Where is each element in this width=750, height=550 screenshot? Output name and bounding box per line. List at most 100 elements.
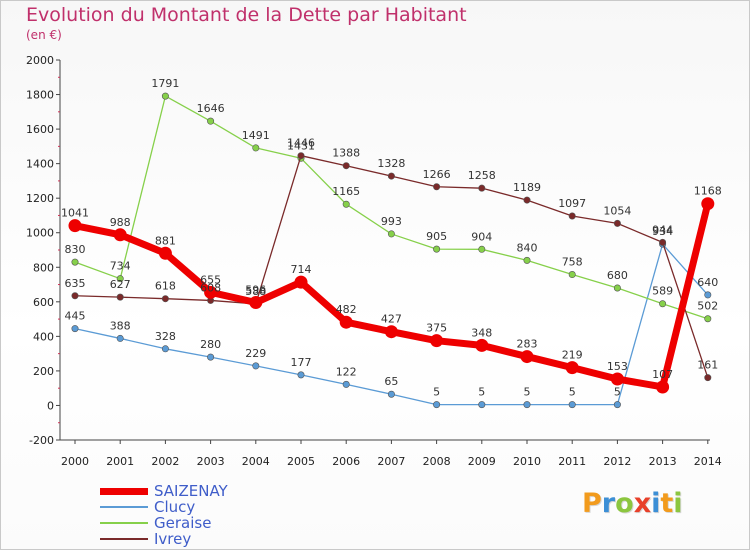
- logo-letter: i: [651, 488, 661, 519]
- logo-letter: x: [633, 488, 652, 519]
- data-point-saizenay: [565, 361, 579, 375]
- x-tick-label: 2005: [287, 455, 315, 468]
- data-label-saizenay: 1168: [694, 185, 722, 198]
- x-tick-label: 2014: [694, 455, 722, 468]
- data-label-ivrey: 1189: [513, 181, 541, 194]
- data-label-geraise: 830: [65, 243, 86, 256]
- data-point-clucy: [207, 353, 215, 361]
- data-point-ivrey: [71, 292, 79, 300]
- data-label-clucy: 388: [110, 319, 131, 332]
- x-tick-label: 2000: [61, 455, 89, 468]
- data-point-saizenay: [294, 275, 308, 289]
- y-tick-label: 0: [47, 399, 54, 412]
- legend: SAIZENAY Clucy Geraise Ivrey: [100, 483, 228, 547]
- y-tick-label: 400: [33, 330, 54, 343]
- legend-item-geraise: Geraise: [100, 515, 228, 531]
- data-point-saizenay: [339, 315, 353, 329]
- data-label-saizenay: 881: [155, 234, 176, 247]
- data-point-saizenay: [610, 372, 624, 386]
- data-label-geraise: 1791: [151, 77, 179, 90]
- legend-label: SAIZENAY: [154, 482, 228, 500]
- series-line-ivrey: [74, 155, 709, 379]
- data-point-ivrey: [523, 196, 531, 204]
- data-point-ivrey: [342, 162, 350, 170]
- x-tick-label: 2013: [649, 455, 677, 468]
- data-label-ivrey: 627: [110, 278, 131, 291]
- data-label-ivrey: 1446: [287, 137, 315, 150]
- data-label-ivrey: 1328: [377, 157, 405, 170]
- x-tick-label: 2002: [151, 455, 179, 468]
- legend-item-clucy: Clucy: [100, 499, 228, 515]
- data-label-clucy: 177: [291, 356, 312, 369]
- data-point-saizenay: [430, 334, 444, 348]
- logo-letter: t: [660, 488, 674, 519]
- y-tick-label: 200: [33, 365, 54, 378]
- legend-label: Ivrey: [154, 530, 192, 548]
- data-point-geraise: [568, 271, 576, 279]
- data-label-saizenay: 988: [110, 216, 131, 229]
- data-point-geraise: [478, 245, 486, 253]
- chart-title: Evolution du Montant de la Dette par Hab…: [26, 4, 467, 26]
- data-label-ivrey: 1097: [558, 197, 586, 210]
- data-label-saizenay: 153: [607, 360, 628, 373]
- x-tick-label: 2007: [377, 455, 405, 468]
- legend-swatch: [100, 538, 148, 540]
- data-label-saizenay: 219: [562, 349, 583, 362]
- proxiti-logo: Proxiti: [582, 488, 683, 519]
- data-label-clucy: 122: [336, 365, 357, 378]
- data-point-clucy: [342, 380, 350, 388]
- legend-swatch: [100, 487, 148, 495]
- data-point-saizenay: [113, 228, 127, 242]
- data-label-ivrey: 588: [245, 285, 266, 298]
- data-label-ivrey: 635: [65, 277, 86, 290]
- data-point-geraise: [523, 256, 531, 264]
- data-label-ivrey: 944: [652, 223, 673, 236]
- data-point-saizenay: [384, 325, 398, 339]
- legend-swatch: [100, 522, 148, 524]
- data-label-ivrey: 608: [200, 281, 221, 294]
- data-point-geraise: [659, 300, 667, 308]
- data-point-geraise: [116, 275, 124, 283]
- x-tick-label: 2010: [513, 455, 541, 468]
- data-point-geraise: [704, 315, 712, 323]
- data-point-saizenay: [68, 219, 82, 233]
- data-point-saizenay: [520, 350, 534, 364]
- data-label-saizenay: 427: [381, 313, 402, 326]
- data-label-saizenay: 714: [291, 263, 312, 276]
- y-tick-label: 2000: [26, 54, 54, 67]
- x-tick-label: 2001: [106, 455, 134, 468]
- data-point-ivrey: [116, 293, 124, 301]
- data-label-clucy: 445: [65, 310, 86, 323]
- y-tick-label: 1600: [26, 123, 54, 136]
- data-label-clucy: 5: [478, 386, 485, 399]
- data-label-clucy: 5: [569, 386, 576, 399]
- legend-item-saizenay: SAIZENAY: [100, 483, 228, 499]
- data-label-geraise: 905: [426, 230, 447, 243]
- data-label-saizenay: 1041: [61, 207, 89, 220]
- data-label-saizenay: 596: [245, 284, 266, 297]
- data-label-geraise: 589: [652, 285, 673, 298]
- data-label-clucy: 280: [200, 338, 221, 351]
- data-label-geraise: 734: [110, 260, 131, 273]
- data-label-clucy: 5: [433, 386, 440, 399]
- data-point-geraise: [433, 245, 441, 253]
- data-label-saizenay: 283: [517, 338, 538, 351]
- data-label-ivrey: 1266: [423, 168, 451, 181]
- data-label-geraise: 758: [562, 256, 583, 269]
- y-tick-label: -200: [29, 434, 54, 447]
- x-tick-label: 2009: [468, 455, 496, 468]
- data-label-ivrey: 618: [155, 280, 176, 293]
- legend-item-ivrey: Ivrey: [100, 531, 228, 547]
- data-point-ivrey: [161, 295, 169, 303]
- logo-letter: i: [673, 488, 683, 519]
- data-label-saizenay: 375: [426, 322, 447, 335]
- data-label-ivrey: 1388: [332, 147, 360, 160]
- data-point-clucy: [523, 401, 531, 409]
- data-point-ivrey: [387, 172, 395, 180]
- data-point-clucy: [478, 401, 486, 409]
- data-label-geraise: 840: [517, 241, 538, 254]
- data-label-saizenay: 107: [652, 368, 673, 381]
- data-label-ivrey: 161: [697, 359, 718, 372]
